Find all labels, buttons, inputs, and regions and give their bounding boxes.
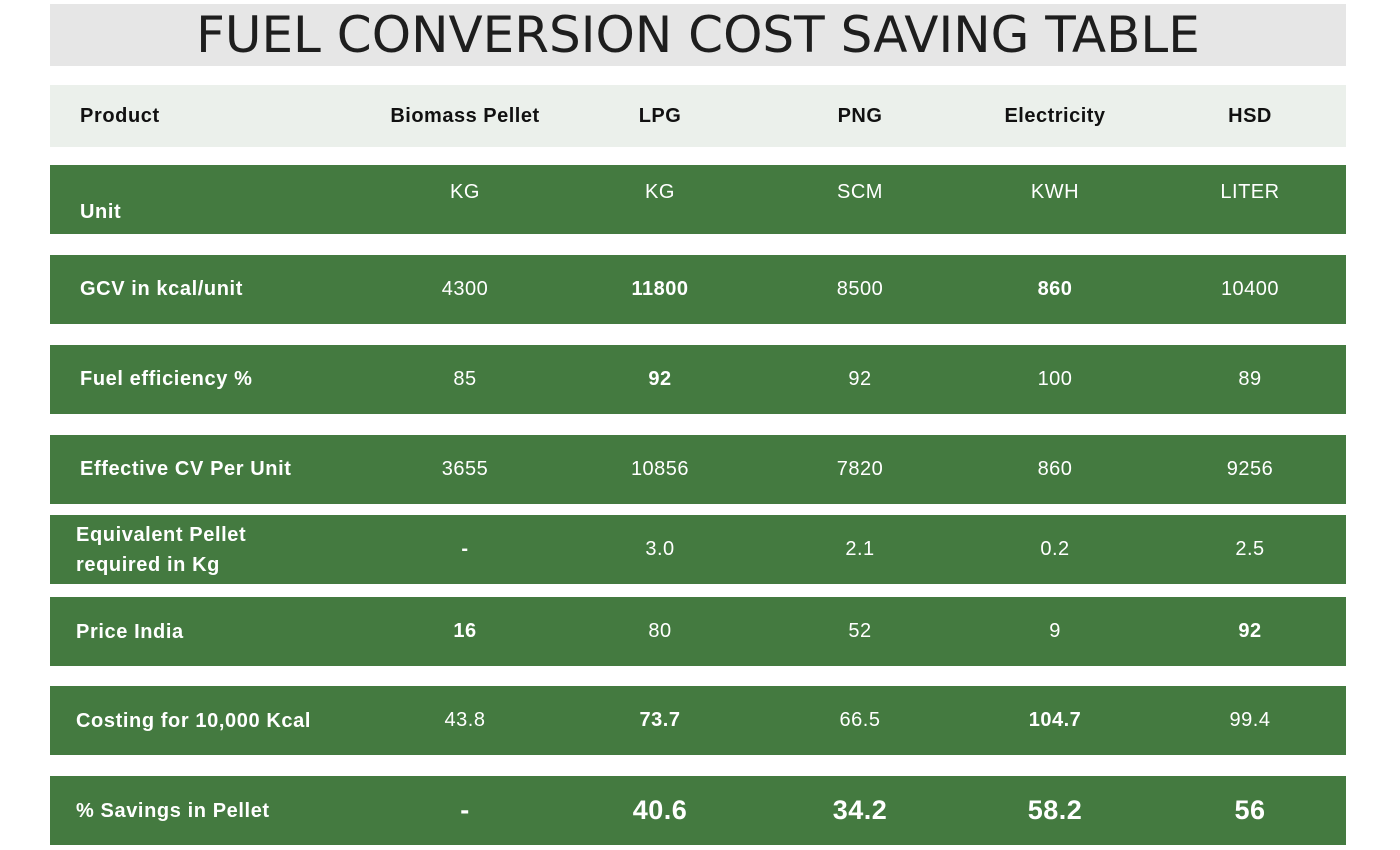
cell-electricity: 860 [1037,458,1073,480]
header-col-hsd: HSD [1228,104,1272,127]
table-row-costing: Costing for 10,000 Kcal 43.8 73.7 66.5 1… [50,686,1346,755]
cell-biomass-pellet: - [461,538,469,560]
table-row-equivalent-pellet: Equivalent Pellet required in Kg - 3.0 2… [50,515,1346,584]
header-label: Product [80,104,160,127]
cell-hsd: 10400 [1220,278,1280,300]
cell-lpg: 92 [648,368,672,390]
title-bar: FUEL CONVERSION COST SAVING TABLE [50,4,1346,66]
table-row-fuel-efficiency: Fuel efficiency % 85 92 92 100 89 [50,345,1346,414]
row-label: Costing for 10,000 Kcal [76,709,311,732]
cell-biomass-pellet: 43.8 [444,709,486,731]
cell-lpg: 80 [648,620,672,642]
header-col-png: PNG [837,104,883,127]
cell-biomass-pellet: - [460,795,470,825]
cell-hsd: 56 [1234,795,1266,825]
cell-png: 52 [848,620,872,642]
table-header-row: Product Biomass Pellet LPG PNG Electrici… [50,85,1346,147]
table-row-effective-cv: Effective CV Per Unit 3655 10856 7820 86… [50,435,1346,504]
cell-lpg: 40.6 [632,795,688,825]
row-label: Price India [76,620,184,643]
cell-png: 34.2 [832,795,888,825]
cell-biomass-pellet: 85 [453,368,477,390]
cell-biomass-pellet: 16 [453,620,477,642]
cell-lpg: 73.7 [639,709,681,731]
table-row-gcv: GCV in kcal/unit 4300 11800 8500 860 104… [50,255,1346,324]
cell-electricity: 9 [1049,620,1061,642]
header-col-lpg: LPG [638,104,682,127]
cell-png: 92 [848,368,872,390]
table-row-price-india: Price India 16 80 52 9 92 [50,597,1346,666]
row-label: % Savings in Pellet [76,799,270,822]
cell-hsd: 9256 [1226,458,1274,480]
row-label: Fuel efficiency % [80,368,253,390]
cell-hsd: 99.4 [1229,709,1271,731]
row-label: Equivalent Pellet required in Kg [76,523,247,576]
header-col-electricity: Electricity [1004,104,1106,127]
row-label: GCV in kcal/unit [80,278,243,300]
table-row-unit: Unit KG KG SCM KWH LITER [50,165,1346,234]
cell-png: 66.5 [839,709,881,731]
header-col-biomass-pellet: Biomass Pellet [390,104,540,127]
cell-lpg: 11800 [631,278,689,300]
table-row-savings: % Savings in Pellet - 40.6 34.2 58.2 56 [50,776,1346,845]
cell-png: SCM [837,181,883,203]
cell-electricity: KWH [1030,181,1080,203]
cell-lpg: 3.0 [645,538,675,560]
cell-biomass-pellet: 4300 [441,278,489,300]
row-label: Unit [80,201,122,223]
cell-hsd: LITER [1220,181,1280,203]
cell-lpg: 10856 [630,458,690,480]
cell-hsd: 2.5 [1235,538,1265,560]
cell-biomass-pellet: KG [450,181,480,203]
cell-hsd: 89 [1238,368,1262,390]
cell-electricity: 100 [1037,368,1073,390]
cell-hsd: 92 [1238,620,1262,642]
cell-electricity: 58.2 [1027,795,1083,825]
cell-lpg: KG [645,181,675,203]
cell-electricity: 0.2 [1040,538,1070,560]
cell-png: 7820 [836,458,884,480]
page-title: FUEL CONVERSION COST SAVING TABLE [196,6,1200,64]
row-label: Effective CV Per Unit [80,458,292,480]
cell-electricity: 860 [1037,278,1073,300]
cell-png: 2.1 [845,538,875,560]
cell-png: 8500 [836,278,884,300]
cell-electricity: 104.7 [1028,709,1082,731]
cell-biomass-pellet: 3655 [441,458,489,480]
